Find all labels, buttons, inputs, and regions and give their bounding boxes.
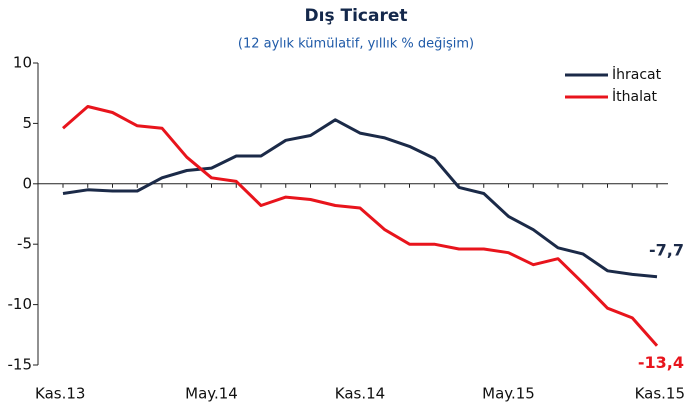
x-tick-label: Kas.15 [635,385,685,403]
x-tick-label: May.14 [185,385,238,403]
data-label: -13,4 [638,353,684,372]
y-tick-label: -15 [8,356,33,374]
y-tick-label: 0 [22,174,32,192]
y-tick-label: -10 [8,295,33,313]
chart-title: Dış Ticaret [305,6,408,26]
x-tick-label: Kas.13 [35,385,85,403]
legend-label: İhracat [612,65,662,83]
x-tick-label: Kas.14 [335,385,385,403]
line-series [62,105,659,347]
legend-label: İthalat [612,87,658,105]
y-tick-label: 5 [22,114,32,132]
data-label: -7,7 [649,240,684,259]
y-tick-label: 10 [13,54,32,72]
x-tick-label: May.15 [482,385,535,403]
line-series [62,118,658,279]
y-tick-label: -5 [17,235,32,253]
chart-subtitle: (12 aylık kümülatif, yıllık % değişim) [238,37,474,52]
